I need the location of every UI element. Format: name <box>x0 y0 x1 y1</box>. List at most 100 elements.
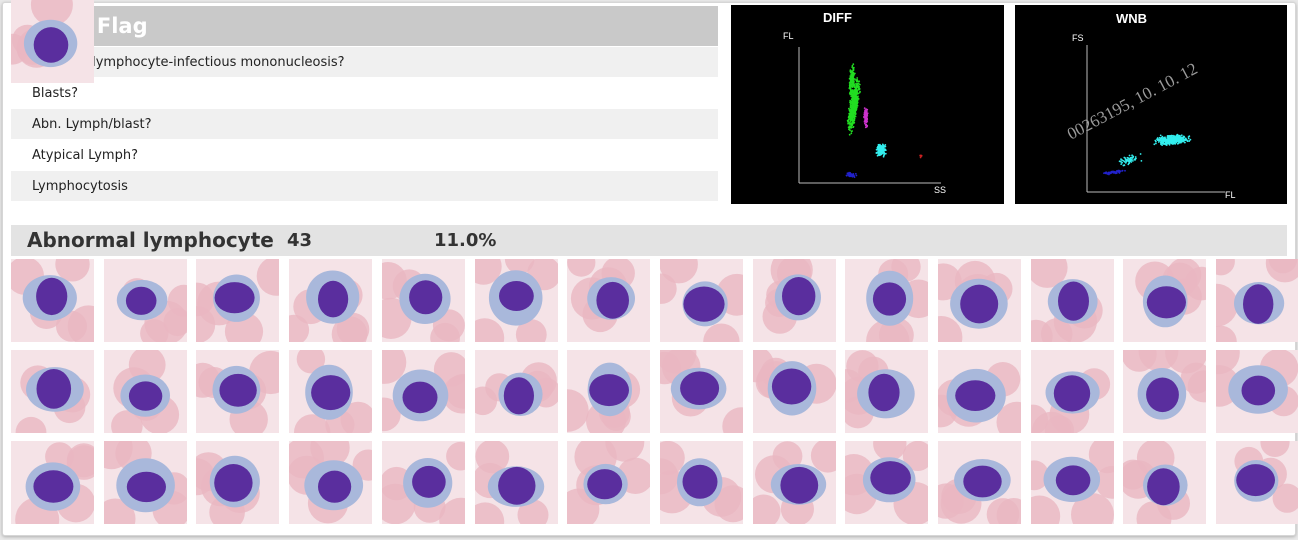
lymphocyte-image <box>11 441 94 524</box>
cell-thumbnail[interactable] <box>845 350 928 433</box>
cell-thumbnail[interactable] <box>104 350 187 433</box>
lymphocyte-image <box>196 441 279 524</box>
lymphocyte-image <box>1031 259 1114 342</box>
lymphocyte-image <box>104 350 187 433</box>
cell-thumbnail[interactable] <box>567 350 650 433</box>
diff-scattergram: DIFF FL SS <box>731 5 1004 204</box>
cell-thumbnail[interactable] <box>475 259 558 342</box>
cell-thumbnail[interactable] <box>1216 259 1298 342</box>
lymphocyte-image <box>475 441 558 524</box>
lymphocyte-image <box>382 441 465 524</box>
wnb-y-label: FS <box>1072 33 1084 43</box>
lymphocyte-image <box>289 350 372 433</box>
cell-thumbnail[interactable] <box>938 441 1021 524</box>
lymphocyte-image <box>845 441 928 524</box>
lymphocyte-image <box>289 259 372 342</box>
cell-thumbnail[interactable] <box>475 350 558 433</box>
wbc-flag-title: WBC Flag <box>11 6 718 46</box>
cell-thumbnail[interactable] <box>11 350 94 433</box>
lymphocyte-image <box>1123 441 1206 524</box>
lymphocyte-image <box>753 350 836 433</box>
cell-thumbnail[interactable] <box>382 441 465 524</box>
wnb-cluster-dots <box>1103 133 1192 176</box>
lymphocyte-image <box>475 350 558 433</box>
cell-thumbnail[interactable] <box>104 441 187 524</box>
wnb-plot: WNB FS FL 00263195, 10. 10. 12 <box>1064 11 1236 200</box>
cell-thumbnail[interactable] <box>1216 441 1298 524</box>
lymphocyte-image <box>938 441 1021 524</box>
lymphocyte-image <box>11 0 94 83</box>
cell-thumbnail[interactable] <box>753 259 836 342</box>
lymphocyte-image <box>104 441 187 524</box>
cell-thumbnail[interactable] <box>382 259 465 342</box>
cell-thumbnail[interactable] <box>1031 259 1114 342</box>
lymphocyte-image <box>1031 350 1114 433</box>
cell-thumbnail[interactable] <box>475 441 558 524</box>
abnormal-lymphocyte-bar: Abnormal lymphocyte 43 11.0% <box>11 225 1287 256</box>
lymphocyte-image <box>1216 441 1298 524</box>
wnb-title: WNB <box>1116 11 1147 26</box>
lymphocyte-image <box>196 350 279 433</box>
cell-thumbnail[interactable] <box>196 259 279 342</box>
cell-thumbnail[interactable] <box>660 441 743 524</box>
cell-thumbnail[interactable] <box>845 441 928 524</box>
abnormal-lymphocyte-count: 43 <box>287 230 313 251</box>
lymphocyte-image <box>660 259 743 342</box>
cell-thumbnail[interactable] <box>1216 350 1298 433</box>
lymphocyte-image <box>938 350 1021 433</box>
cell-thumbnail[interactable] <box>567 441 650 524</box>
lymphocyte-image <box>196 259 279 342</box>
cell-thumbnail[interactable] <box>1031 350 1114 433</box>
cell-thumbnail[interactable] <box>11 441 94 524</box>
lymphocyte-image <box>382 259 465 342</box>
wnb-x-label: FL <box>1225 190 1236 200</box>
cell-thumbnail[interactable] <box>753 350 836 433</box>
cell-thumbnail[interactable] <box>1123 441 1206 524</box>
cell-thumbnail[interactable] <box>104 259 187 342</box>
lymphocyte-image <box>1216 350 1298 433</box>
diff-x-label: SS <box>934 185 946 195</box>
cell-thumbnail[interactable] <box>289 259 372 342</box>
flag-item: Lymphocytosis <box>11 170 718 201</box>
diff-plot: DIFF FL SS <box>783 10 946 195</box>
cell-thumbnail[interactable] <box>660 259 743 342</box>
lymphocyte-image <box>1123 350 1206 433</box>
cell-thumbnail[interactable] <box>1123 259 1206 342</box>
cell-thumbnail[interactable] <box>196 441 279 524</box>
lymphocyte-image <box>753 441 836 524</box>
lymphocyte-image <box>938 259 1021 342</box>
cell-thumbnail[interactable] <box>567 259 650 342</box>
lymphocyte-image <box>1123 259 1206 342</box>
cell-thumbnail[interactable] <box>753 441 836 524</box>
lymphocyte-image <box>567 441 650 524</box>
cell-thumbnail[interactable] <box>938 350 1021 433</box>
cell-thumbnail[interactable] <box>289 441 372 524</box>
lymphocyte-image <box>475 259 558 342</box>
abnormal-lymphocyte-percent: 11.0% <box>434 230 497 251</box>
lymphocyte-image <box>1216 259 1298 342</box>
lymphocyte-image <box>11 259 94 342</box>
wnb-watermark: 00263195, 10. 10. 12 <box>1064 59 1201 144</box>
flag-item: Abn. Lymph/blast? <box>11 108 718 139</box>
cell-thumbnail[interactable] <box>1031 441 1114 524</box>
diff-y-label: FL <box>783 31 794 41</box>
flag-item: Blasts? <box>11 77 718 108</box>
diff-cluster-dots <box>845 63 923 179</box>
cell-thumbnail[interactable] <box>289 350 372 433</box>
cell-thumbnail[interactable] <box>11 0 94 83</box>
cell-thumbnail[interactable] <box>845 259 928 342</box>
cell-thumbnail[interactable] <box>382 350 465 433</box>
cell-thumbnail[interactable] <box>11 259 94 342</box>
cell-thumbnail[interactable] <box>196 350 279 433</box>
cell-thumbnail[interactable] <box>1123 350 1206 433</box>
lymphocyte-image <box>660 350 743 433</box>
flag-item: Atypical Lymph? <box>11 139 718 170</box>
flag-list: Reactive lymphocyte-infectious mononucle… <box>11 46 718 201</box>
cell-thumbnail[interactable] <box>660 350 743 433</box>
cell-thumbnail[interactable] <box>938 259 1021 342</box>
wbc-flag-panel: WBC Flag Reactive lymphocyte-infectious … <box>11 6 718 201</box>
lymphocyte-image <box>11 350 94 433</box>
diff-title: DIFF <box>823 10 852 25</box>
lymphocyte-image <box>567 350 650 433</box>
lymphocyte-image <box>753 259 836 342</box>
